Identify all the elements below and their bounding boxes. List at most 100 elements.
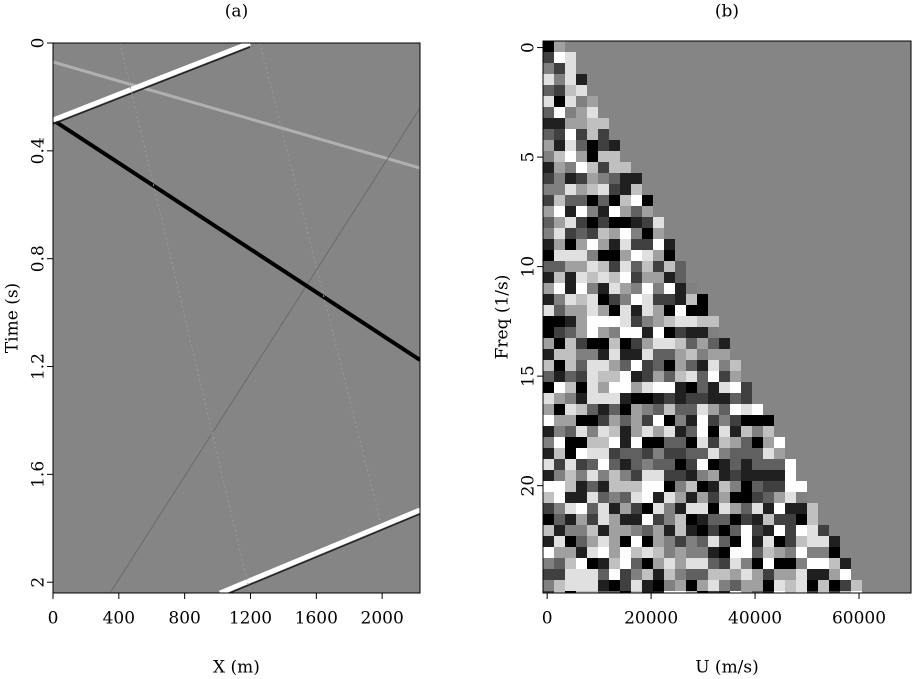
image-cell <box>796 580 807 591</box>
image-cell <box>642 217 653 228</box>
image-cell <box>565 547 576 558</box>
image-cell <box>587 591 598 593</box>
image-cell <box>675 492 686 503</box>
image-cell <box>631 261 642 272</box>
image-cell <box>598 195 609 206</box>
image-cell <box>543 349 554 360</box>
image-cell <box>642 459 653 470</box>
image-cell <box>840 569 851 580</box>
image-cell <box>741 470 752 481</box>
image-cell <box>543 151 554 162</box>
image-cell <box>554 74 565 85</box>
image-cell <box>598 415 609 426</box>
image-cell <box>565 393 576 404</box>
image-cell <box>576 151 587 162</box>
image-cell <box>686 591 697 593</box>
y-axis-label: Time (s) <box>3 283 23 353</box>
image-cell <box>598 514 609 525</box>
image-cell <box>543 591 554 593</box>
image-cell <box>587 349 598 360</box>
image-cell <box>675 536 686 547</box>
image-cell <box>642 481 653 492</box>
image-cell <box>642 514 653 525</box>
image-cell <box>642 503 653 514</box>
image-cell <box>708 547 719 558</box>
image-cell <box>807 525 818 536</box>
image-cell <box>829 558 840 569</box>
image-cell <box>565 503 576 514</box>
image-cell <box>719 525 730 536</box>
image-cell <box>620 305 631 316</box>
image-cell <box>576 349 587 360</box>
image-cell <box>576 96 587 107</box>
image-cell <box>675 404 686 415</box>
image-cell <box>543 547 554 558</box>
image-cell <box>631 338 642 349</box>
image-cell <box>620 558 631 569</box>
image-cell <box>576 107 587 118</box>
image-cell <box>543 63 554 74</box>
image-cell <box>807 558 818 569</box>
image-cell <box>642 492 653 503</box>
image-cell <box>620 239 631 250</box>
image-cell <box>785 503 796 514</box>
image-cell <box>609 338 620 349</box>
image-cell <box>752 448 763 459</box>
image-cell <box>752 437 763 448</box>
image-cell <box>565 173 576 184</box>
image-cell <box>653 239 664 250</box>
image-cell <box>631 404 642 415</box>
image-cell <box>708 536 719 547</box>
image-cell <box>543 503 554 514</box>
image-cell <box>576 492 587 503</box>
image-cell <box>708 404 719 415</box>
image-cell <box>697 591 708 593</box>
image-cell <box>576 162 587 173</box>
image-cell <box>675 547 686 558</box>
image-cell <box>565 536 576 547</box>
image-cell <box>565 415 576 426</box>
image-cell <box>785 569 796 580</box>
image-cell <box>576 85 587 96</box>
image-cell <box>565 195 576 206</box>
image-cell <box>554 118 565 129</box>
image-cell <box>664 294 675 305</box>
image-cell <box>565 470 576 481</box>
image-cell <box>576 184 587 195</box>
image-cell <box>620 437 631 448</box>
image-cell <box>730 569 741 580</box>
image-cell <box>565 250 576 261</box>
image-cell <box>697 492 708 503</box>
image-cell <box>774 448 785 459</box>
image-cell <box>708 558 719 569</box>
image-cell <box>543 470 554 481</box>
image-cell <box>774 558 785 569</box>
image-cell <box>543 327 554 338</box>
image-cell <box>631 536 642 547</box>
image-cell <box>664 404 675 415</box>
image-cell <box>620 492 631 503</box>
x-tick-label: 2000 <box>361 609 404 629</box>
image-cell <box>543 459 554 470</box>
image-cell <box>686 448 697 459</box>
image-cell <box>664 514 675 525</box>
y-tick-label: 1.2 <box>29 353 49 380</box>
image-cell <box>598 547 609 558</box>
image-cell <box>686 316 697 327</box>
x-tick-label: 60000 <box>832 609 886 629</box>
image-cell <box>752 415 763 426</box>
image-cell <box>653 393 664 404</box>
image-cell <box>719 437 730 448</box>
image-cell <box>675 448 686 459</box>
image-cell <box>598 250 609 261</box>
image-cell <box>686 360 697 371</box>
image-cell <box>675 316 686 327</box>
image-cell <box>730 536 741 547</box>
image-cell <box>818 558 829 569</box>
image-cell <box>609 459 620 470</box>
image-cell <box>664 470 675 481</box>
image-cell <box>543 569 554 580</box>
image-cell <box>730 470 741 481</box>
image-cell <box>774 481 785 492</box>
image-cell <box>598 360 609 371</box>
